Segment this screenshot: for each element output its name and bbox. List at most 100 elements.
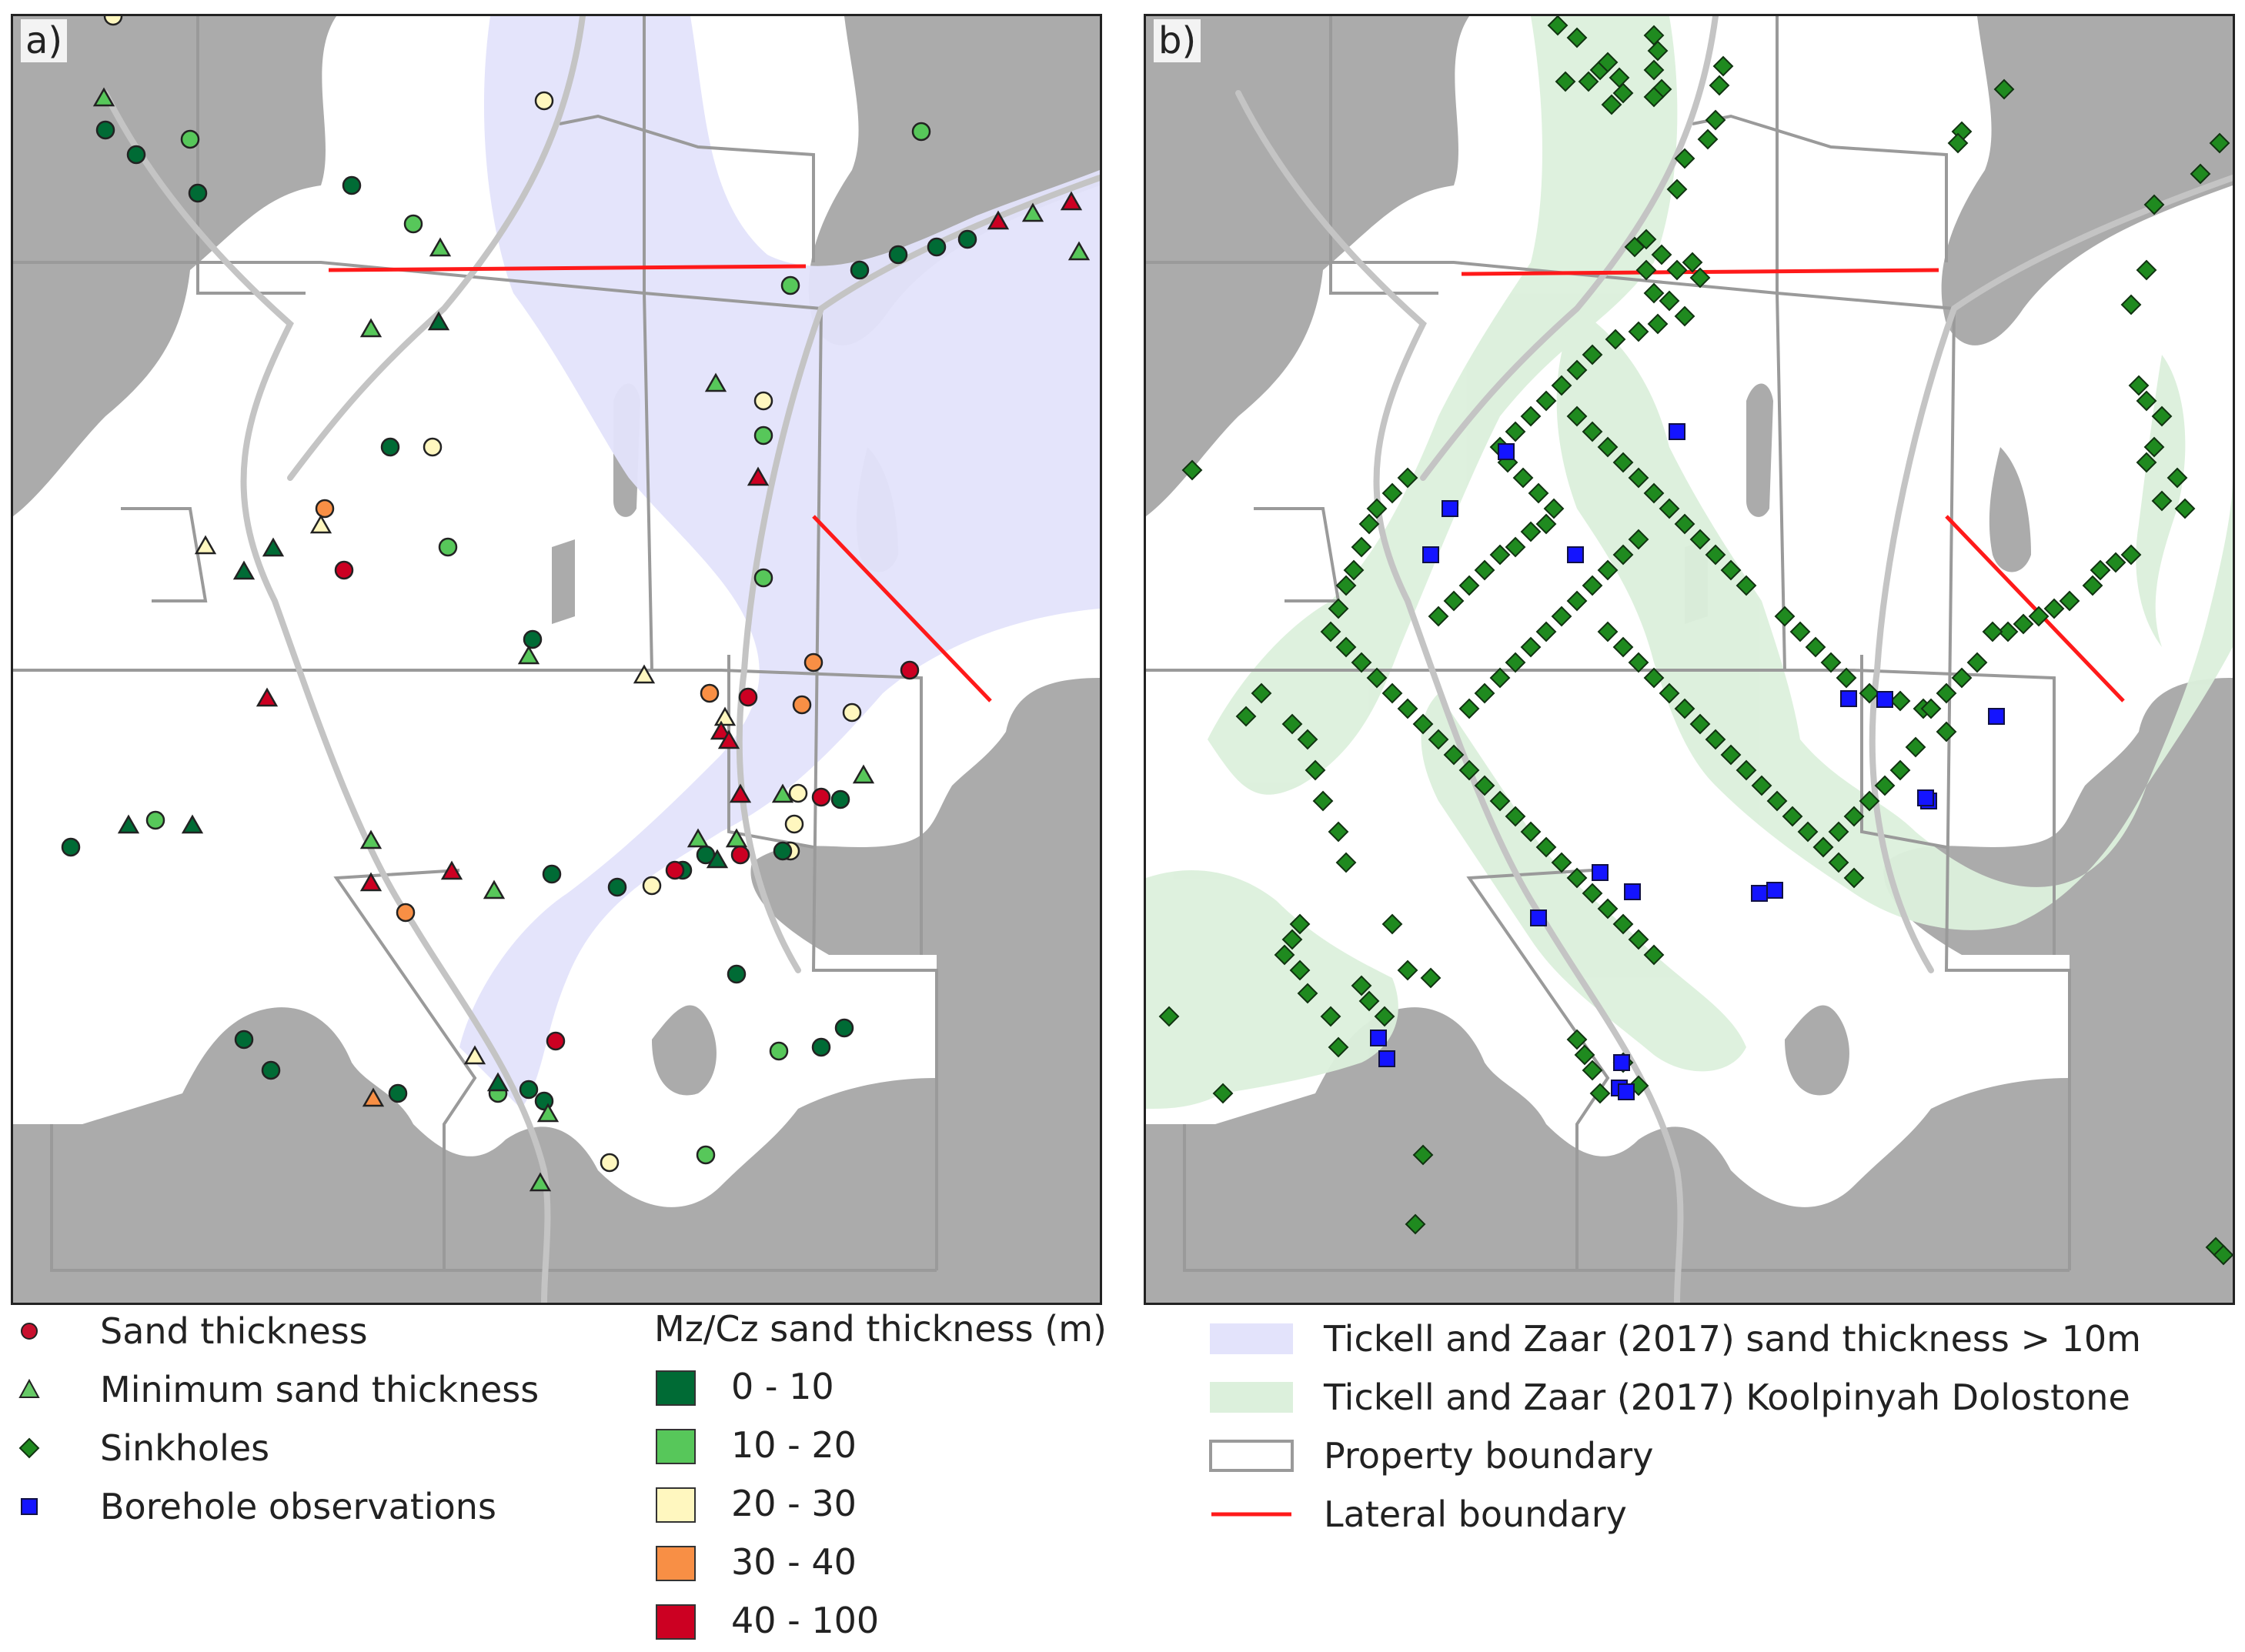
sinkhole-marker [1397, 698, 1418, 719]
sinkhole-marker [1489, 667, 1511, 689]
sinkhole-marker [1889, 759, 1911, 781]
sinkhole-marker [1920, 698, 1942, 719]
legend-symbols: Sand thickness Minimum sand thickness Si… [15, 1308, 631, 1539]
sinkhole-marker [1305, 759, 1326, 781]
sinkhole-marker [2166, 467, 2188, 489]
sinkhole-marker [2043, 598, 2065, 619]
sinkhole-marker [1343, 559, 1365, 581]
sinkhole-marker [1582, 344, 1603, 365]
sinkhole-markers [1158, 16, 2233, 1266]
sinkhole-marker [1605, 329, 1626, 350]
sinkhole-marker [1547, 16, 1568, 36]
sinkhole-marker [1582, 883, 1603, 904]
sinkhole-marker [1412, 1144, 1434, 1166]
sinkhole-marker [1643, 86, 1665, 108]
sinkhole-marker [1474, 775, 1495, 796]
legend-label: 30 - 40 [731, 1541, 857, 1583]
sinkhole-marker [1335, 575, 1357, 596]
sinkhole-marker [1951, 667, 1973, 689]
sinkhole-marker [1320, 621, 1341, 642]
sinkhole-marker [1474, 559, 1495, 581]
lateral-boundaries [328, 264, 992, 703]
sinkhole-marker [1936, 682, 1957, 704]
sinkhole-marker [1689, 529, 1711, 550]
sinkhole-marker [1381, 913, 1403, 935]
legend-label: 40 - 100 [731, 1600, 880, 1641]
legend-label: Tickell and Zaar (2017) Koolpinyah Dolos… [1324, 1377, 2130, 1418]
sinkhole-marker [1312, 790, 1334, 812]
sinkhole-marker [1643, 944, 1665, 966]
legend-classes-title: Mz/Cz sand thickness (m) [654, 1308, 1107, 1350]
sinkhole-marker [1674, 148, 1695, 169]
sinkhole-marker [1947, 132, 1969, 154]
sinkhole-marker [1643, 667, 1665, 689]
green-triangle-icon [18, 1378, 40, 1398]
sinkhole-marker [1709, 75, 1730, 96]
sinkhole-marker [1366, 498, 1388, 519]
sinkhole-marker [2190, 163, 2211, 185]
sinkhole-marker [1612, 913, 1634, 935]
sinkhole-marker [1905, 736, 1926, 758]
class-swatch [656, 1604, 696, 1640]
sinkhole-marker [1659, 498, 1680, 519]
sinkhole-marker [2151, 405, 2173, 427]
green-fill-swatch [1210, 1382, 1293, 1413]
sinkhole-marker [1520, 521, 1542, 542]
sinkhole-marker [1628, 652, 1649, 673]
sinkhole-marker [1297, 983, 1318, 1004]
legend-label: 10 - 20 [731, 1424, 857, 1466]
red-line-swatch [1211, 1512, 1291, 1517]
sinkhole-marker [1551, 606, 1572, 627]
sinkhole-marker [1674, 513, 1695, 535]
sinkhole-marker [1535, 621, 1557, 642]
sinkhole-marker [1397, 467, 1418, 489]
legend-layers: Tickell and Zaar (2017) sand thickness >… [1208, 1316, 2240, 1562]
sinkhole-marker [1712, 55, 1734, 77]
sinkhole-marker [1351, 536, 1372, 558]
sinkhole-marker [1443, 744, 1465, 766]
sinkhole-marker [2059, 590, 2080, 612]
sinkhole-marker [1828, 852, 1849, 873]
sinkhole-marker [1566, 867, 1588, 889]
sinkhole-marker [1659, 682, 1680, 704]
sinkhole-marker [1628, 321, 1649, 342]
class-swatch [656, 1487, 696, 1523]
sinkhole-marker [2151, 490, 2173, 512]
sinkhole-marker [1628, 467, 1649, 489]
sinkhole-marker [2136, 259, 2157, 281]
sinkhole-marker [1535, 836, 1557, 858]
sinkhole-marker [1820, 652, 1842, 673]
sinkhole-marker [2028, 606, 2050, 627]
sinkhole-marker [1993, 78, 2015, 100]
sinkhole-marker [1874, 775, 1896, 796]
sinkhole-marker [1612, 82, 1634, 104]
sinkhole-marker [1535, 513, 1557, 535]
sinkhole-marker [1351, 652, 1372, 673]
sinkhole-marker [1274, 944, 1295, 966]
sinkhole-marker [1805, 636, 1826, 658]
sinkhole-marker [1328, 1036, 1349, 1058]
sinkhole-marker [1512, 467, 1534, 489]
sinkhole-marker [1582, 1060, 1603, 1081]
sinkhole-marker [1597, 621, 1619, 642]
sinkhole-marker [1643, 282, 1665, 304]
red-circle-icon [21, 1323, 38, 1340]
sinkhole-marker [1297, 729, 1318, 750]
legend-classes: Mz/Cz sand thickness (m) 0 - 10 10 - 20 … [654, 1308, 1193, 1647]
sinkhole-marker [1597, 898, 1619, 919]
sinkhole-marker [1582, 421, 1603, 442]
sinkhole-marker [1405, 1213, 1426, 1235]
borehole-markers [1370, 423, 2005, 1100]
sinkhole-marker [1566, 405, 1588, 427]
sinkhole-marker [1351, 975, 1372, 996]
sinkhole-marker [1251, 682, 1272, 704]
sinkhole-marker [1582, 575, 1603, 596]
sinkhole-marker [1797, 821, 1819, 843]
class-swatch [656, 1370, 696, 1406]
sinkhole-marker [1782, 806, 1803, 827]
sinkhole-marker [1181, 459, 1203, 481]
legend-label: 0 - 10 [731, 1366, 834, 1407]
sinkhole-marker [1966, 652, 1988, 673]
roads [102, 16, 1100, 1303]
sinkhole-marker [1328, 598, 1349, 619]
